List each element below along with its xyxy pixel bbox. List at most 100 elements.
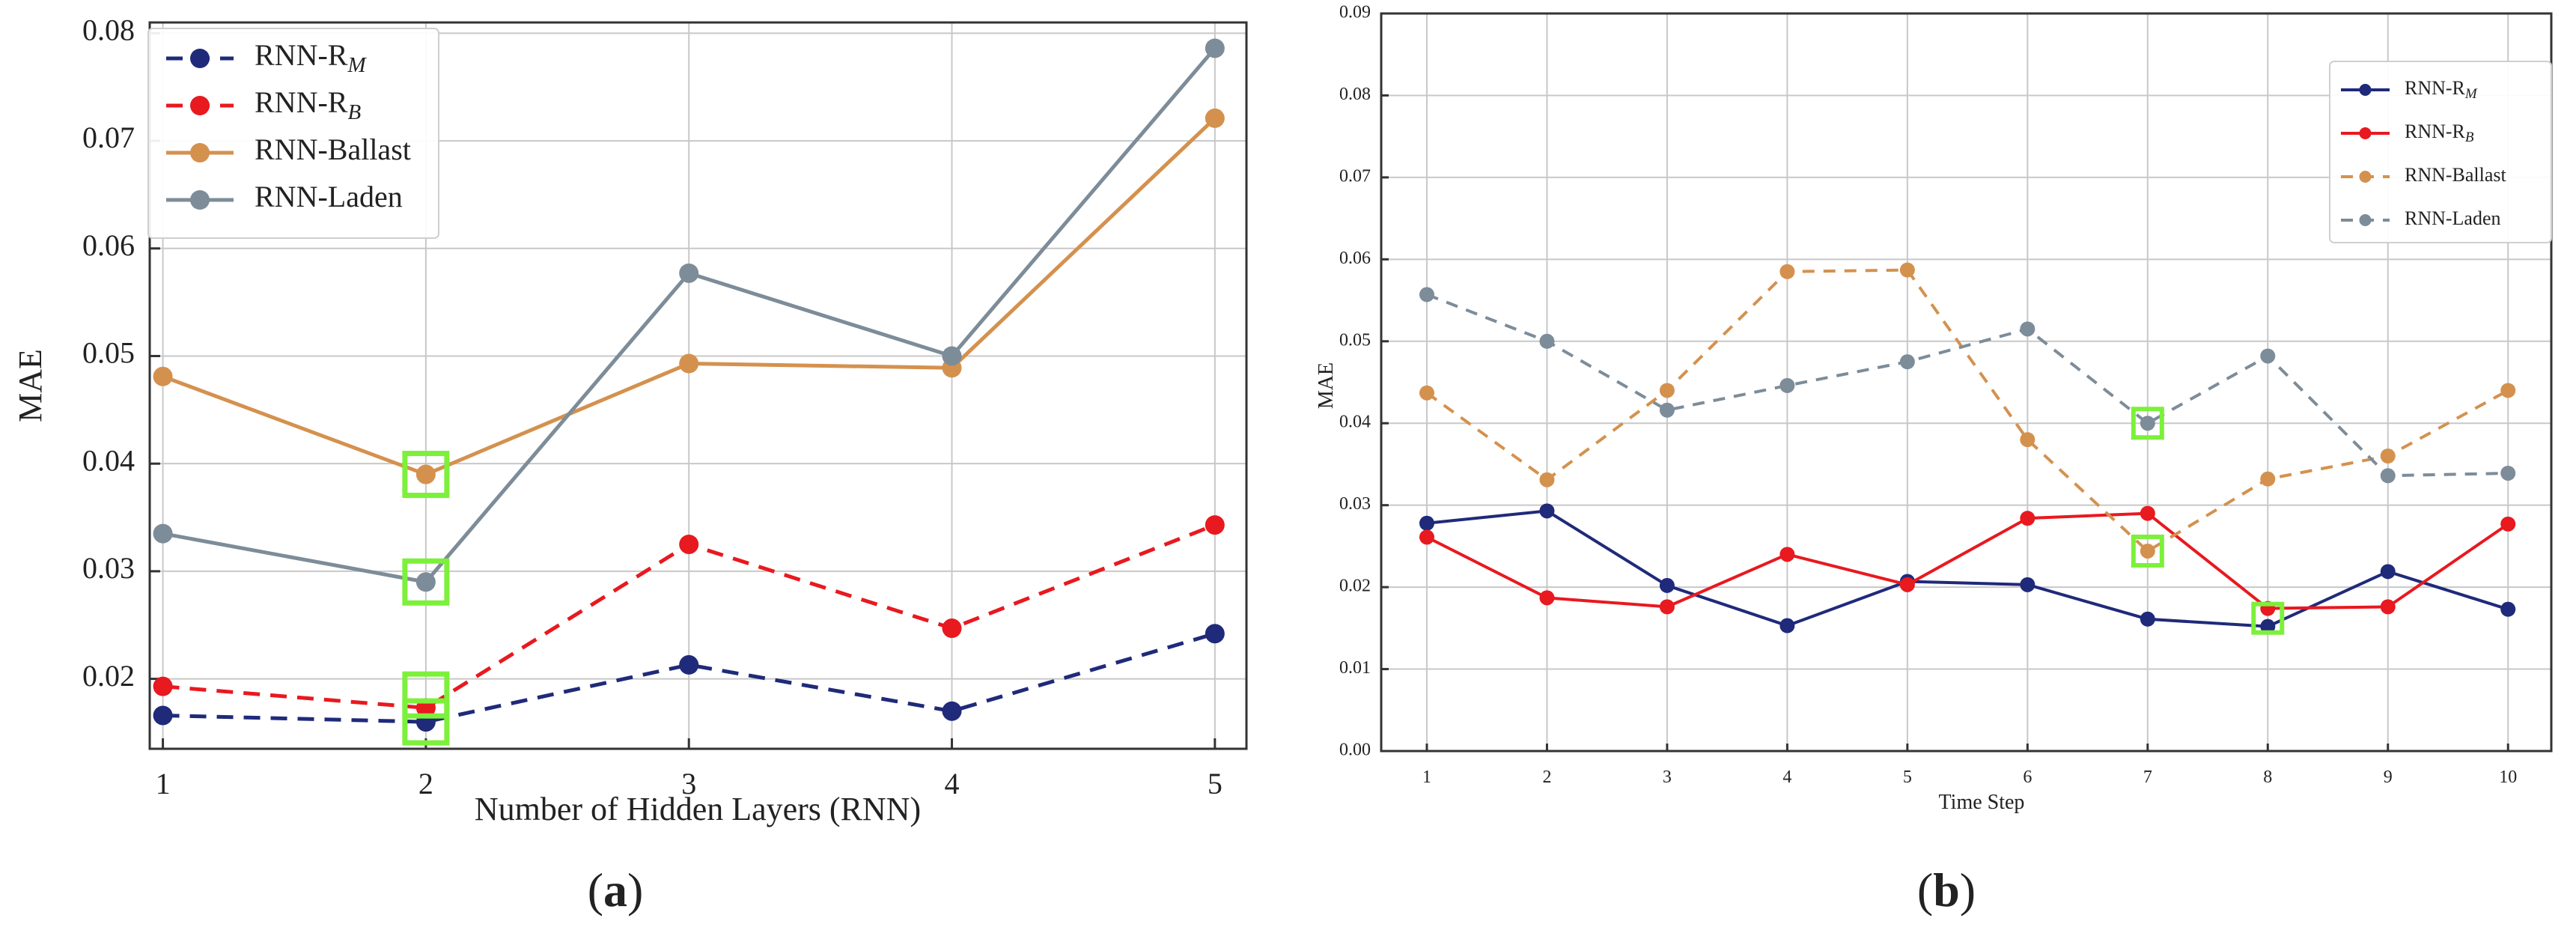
y-tick-label: 0.08	[82, 13, 135, 47]
x-tick-label: 8	[2263, 768, 2272, 787]
y-axis-label: MAE	[1315, 362, 1338, 409]
data-point	[1779, 377, 1795, 393]
data-point	[2140, 543, 2155, 559]
data-point	[1899, 354, 1915, 370]
data-point	[1659, 599, 1675, 615]
axes-frame-a	[148, 21, 1248, 750]
y-tick-label: 0.06	[82, 228, 135, 262]
y-tick-label: 0.00	[1339, 741, 1371, 760]
legend-label: RNN-RM	[2405, 77, 2478, 102]
data-point	[1539, 472, 1555, 487]
highlight-box	[402, 698, 450, 746]
data-point	[153, 676, 173, 696]
x-tick-label: 1	[1422, 768, 1431, 787]
highlight-box	[402, 451, 450, 499]
legend-label: RNN-Ballast	[255, 133, 411, 166]
y-tick-label: 0.04	[82, 443, 135, 477]
x-tick-label: 5	[1208, 767, 1222, 800]
y-tick-label: 0.02	[82, 659, 135, 693]
data-point	[2380, 564, 2396, 580]
data-point	[1899, 577, 1915, 592]
data-point	[1419, 385, 1434, 401]
data-point	[2260, 348, 2276, 364]
data-point	[1659, 383, 1675, 398]
x-tick-label: 2	[418, 767, 433, 800]
legend-swatch-marker	[2359, 171, 2372, 183]
series-line	[1425, 268, 2509, 553]
series-line	[1426, 293, 2509, 478]
x-axis-label: Time Step	[1939, 791, 2025, 814]
data-point	[2500, 516, 2516, 532]
data-point	[2260, 471, 2276, 487]
series-rnn-ballast	[1419, 262, 2516, 559]
data-point	[1899, 262, 1915, 278]
series-line	[1426, 509, 2509, 628]
data-point	[2140, 416, 2155, 431]
y-tick-label: 0.06	[1339, 249, 1371, 268]
data-point	[1205, 108, 1225, 128]
data-point	[2140, 505, 2155, 521]
data-point	[1779, 618, 1795, 633]
y-tick-label: 0.04	[1339, 413, 1371, 432]
data-point	[153, 705, 173, 726]
legend-swatch-marker	[190, 96, 210, 115]
series-line	[1426, 511, 2509, 610]
data-point	[679, 534, 699, 554]
x-tick-label: 3	[681, 767, 696, 800]
legend-label: RNN-RB	[2405, 121, 2474, 145]
x-tick-label: 4	[945, 767, 960, 800]
x-tick-label: 1	[156, 767, 171, 800]
legend-label: RNN-Laden	[255, 180, 403, 213]
x-tick-label: 5	[1903, 768, 1912, 787]
data-point	[2380, 449, 2396, 464]
legend-swatch-marker	[190, 190, 210, 210]
data-point	[942, 701, 962, 721]
y-tick-label: 0.03	[1339, 494, 1371, 514]
y-tick-label: 0.08	[1339, 85, 1371, 104]
highlight-box	[2251, 601, 2285, 635]
legend-a: RNN-RM RNN-RB RNN-Ballast RNN-Laden	[147, 28, 439, 239]
data-point	[2380, 468, 2396, 484]
data-point	[2020, 511, 2035, 526]
x-tick-label: 7	[2143, 768, 2152, 787]
legend-box	[2329, 61, 2552, 243]
data-point	[942, 619, 962, 639]
data-point	[2500, 601, 2516, 617]
data-point	[679, 353, 699, 374]
y-tick-label: 0.02	[1339, 577, 1371, 596]
highlight-box	[2131, 407, 2164, 440]
chart-b: 0.00 0.01 0.02 0.03 0.04 0.05 0.06 0.07 0.08 0.09…	[1315, 3, 2553, 917]
caption-b: (b)	[1917, 863, 1976, 917]
highlight-box	[402, 558, 450, 606]
data-point	[1419, 287, 1434, 303]
data-point	[1205, 624, 1225, 644]
x-tick-label: 4	[1782, 768, 1791, 787]
legend-label: RNN-RB	[255, 85, 361, 124]
data-point	[153, 523, 173, 544]
legend-label: RNN-Laden	[2405, 207, 2501, 229]
y-tick-label: 0.01	[1339, 658, 1371, 678]
y-tick-label: 0.07	[1339, 166, 1371, 186]
legend-label: RNN-RM	[255, 38, 367, 76]
x-tick-label: 9	[2384, 768, 2393, 787]
data-point	[2500, 383, 2516, 398]
data-point	[1779, 264, 1795, 279]
series-rnn-r-b	[153, 515, 1225, 718]
data-point	[679, 263, 699, 283]
data-point	[942, 346, 962, 366]
axes-frame-b	[1380, 12, 2553, 753]
legend-swatch-marker	[190, 49, 210, 68]
data-point	[1205, 515, 1225, 535]
data-point	[2140, 611, 2155, 627]
data-point	[1539, 590, 1555, 606]
series-rnn-r-b	[1419, 505, 2516, 616]
legend-swatch-marker	[2359, 127, 2372, 139]
x-tick-label: 3	[1663, 768, 1672, 787]
highlight-box	[402, 671, 450, 719]
data-point	[1419, 515, 1434, 531]
legend-box	[147, 28, 439, 239]
data-point	[415, 572, 436, 592]
data-point	[2020, 321, 2035, 337]
data-point	[1205, 38, 1225, 58]
